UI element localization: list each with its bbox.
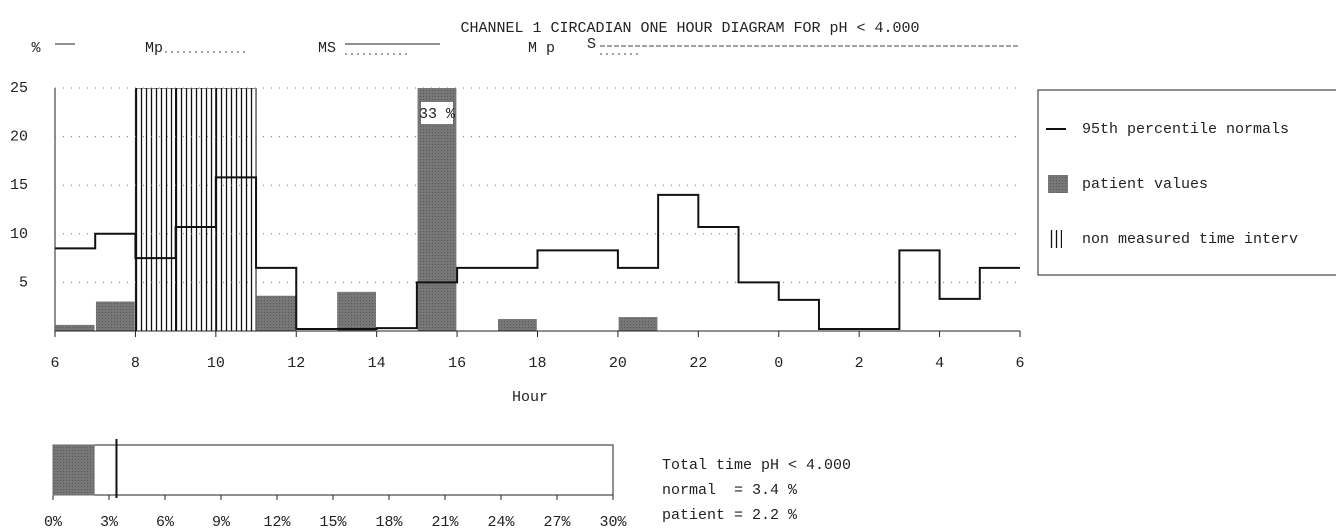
annotation: S	[587, 36, 596, 53]
non-measured-bar	[134, 88, 177, 331]
y-tick-label: 15	[10, 177, 28, 194]
x-tick-label: 18	[528, 355, 546, 372]
value-label: 33 %	[419, 106, 456, 123]
legend-label: non measured time interv	[1082, 231, 1298, 248]
non-measured-bar	[175, 88, 217, 331]
x-tick-label: 8	[131, 355, 140, 372]
y-axis-label: %	[31, 40, 41, 57]
x-tick-label: 16	[448, 355, 466, 372]
annotation: MS	[318, 40, 336, 57]
x-tick-label: 2	[855, 355, 864, 372]
gauge-tick-label: 0%	[44, 514, 63, 531]
gauge-tick-label: 6%	[156, 514, 175, 531]
annotation: M p	[528, 40, 555, 57]
y-tick-label: 25	[10, 80, 28, 97]
patient-bar	[498, 319, 537, 331]
legend-label: patient values	[1082, 176, 1208, 193]
gauge-frame	[52, 444, 614, 496]
patient-bar	[417, 88, 457, 331]
gauge-tick-label: 3%	[100, 514, 119, 531]
non-measured-bar	[215, 88, 257, 331]
x-tick-label: 0	[774, 355, 783, 372]
chart-title: CHANNEL 1 CIRCADIAN ONE HOUR DIAGRAM FOR…	[460, 20, 919, 37]
gauge-tick-label: 15%	[319, 514, 347, 531]
x-tick-label: 4	[935, 355, 944, 372]
legend-box	[1037, 89, 1336, 276]
legend-swatch	[1048, 230, 1062, 248]
y-tick-label: 20	[10, 129, 28, 146]
y-tick-label: 10	[10, 226, 28, 243]
x-tick-label: 10	[207, 355, 225, 372]
patient-bar	[55, 324, 95, 331]
gauge-tick-label: 24%	[487, 514, 515, 531]
value-label-box	[420, 102, 453, 124]
x-tick-label: 6	[50, 355, 59, 372]
gauge-tick-label: 18%	[375, 514, 403, 531]
gauge-tick-label: 27%	[543, 514, 571, 531]
x-tick-label: 22	[689, 355, 707, 372]
y-tick-label: 5	[19, 274, 28, 291]
x-axis-label: Hour	[512, 389, 548, 406]
gauge-tick-label: 21%	[431, 514, 459, 531]
plot-area	[55, 88, 658, 331]
summary-line: normal = 3.4 %	[662, 482, 798, 499]
gauge-patient-bar	[52, 444, 95, 496]
gauge-tick-label: 30%	[599, 514, 627, 531]
patient-bar	[337, 291, 376, 331]
patient-bar	[95, 301, 135, 331]
patient-bar	[256, 295, 296, 331]
x-tick-label: 14	[368, 355, 386, 372]
legend-swatch	[1048, 175, 1068, 193]
summary-title: Total time pH < 4.000	[662, 457, 851, 474]
x-tick-label: 12	[287, 355, 305, 372]
x-tick-label: 6	[1015, 355, 1024, 372]
percentile-line	[55, 176, 1020, 331]
gauge-tick-label: 9%	[212, 514, 231, 531]
legend-label: 95th percentile normals	[1082, 121, 1289, 138]
annotation: Mp	[145, 40, 163, 57]
patient-bar	[618, 317, 658, 331]
summary-line: patient = 2.2 %	[662, 507, 798, 524]
gauge-tick-label: 12%	[263, 514, 291, 531]
x-tick-label: 20	[609, 355, 627, 372]
